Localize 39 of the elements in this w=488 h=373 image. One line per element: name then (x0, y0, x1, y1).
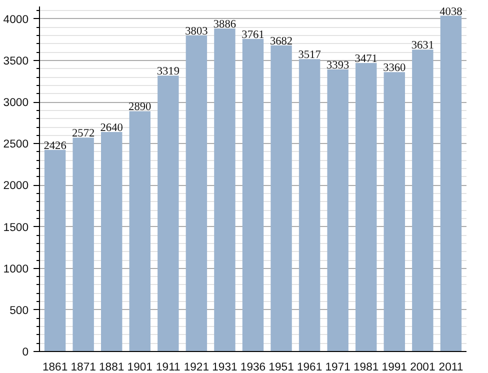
y-tick-label: 4000 (3, 14, 28, 26)
x-tick-label: 1871 (70, 362, 96, 373)
y-tick-label: 3500 (3, 56, 28, 68)
y-tick-label: 1500 (3, 222, 28, 234)
data-label: 3761 (242, 28, 264, 41)
data-label: 3886 (213, 18, 236, 30)
data-label: 2426 (44, 140, 67, 152)
data-label: 3517 (298, 49, 322, 62)
data-label: 3803 (185, 25, 208, 38)
y-tick-label: 2000 (3, 180, 28, 192)
data-label: 3682 (270, 35, 293, 48)
x-tick-label: 1861 (42, 362, 68, 373)
data-label: 3631 (411, 40, 434, 52)
data-label: 2890 (128, 101, 152, 114)
x-tick-label: 1991 (382, 362, 407, 373)
x-tick-label: 1931 (212, 362, 238, 373)
y-tick-label: 0 (22, 346, 29, 358)
x-tick-label: 1881 (99, 362, 124, 373)
y-tick-label: 1000 (3, 263, 28, 276)
data-label: 2572 (72, 128, 95, 140)
y-tick-label: 3000 (3, 97, 28, 110)
x-tick-label: 2011 (438, 362, 464, 373)
x-tick-label: 1901 (127, 362, 152, 373)
data-label: 2640 (100, 122, 124, 134)
x-tick-label: 1921 (184, 362, 210, 373)
data-label: 3360 (383, 62, 406, 74)
y-tick-label: 500 (10, 304, 29, 317)
y-tick-label: 2500 (3, 138, 28, 151)
x-tick-label: 1971 (325, 362, 350, 373)
data-label: 4038 (440, 6, 463, 18)
x-tick-label: 1981 (354, 362, 379, 373)
x-tick-label: 1951 (268, 362, 294, 373)
x-tick-label: 2001 (410, 362, 436, 373)
data-label: 3471 (354, 52, 378, 65)
data-label: 3393 (326, 59, 350, 72)
x-tick-label: 1911 (156, 362, 180, 373)
x-tick-label: 1936 (240, 362, 266, 373)
x-tick-label: 1961 (296, 362, 322, 373)
data-label: 3319 (156, 66, 180, 78)
